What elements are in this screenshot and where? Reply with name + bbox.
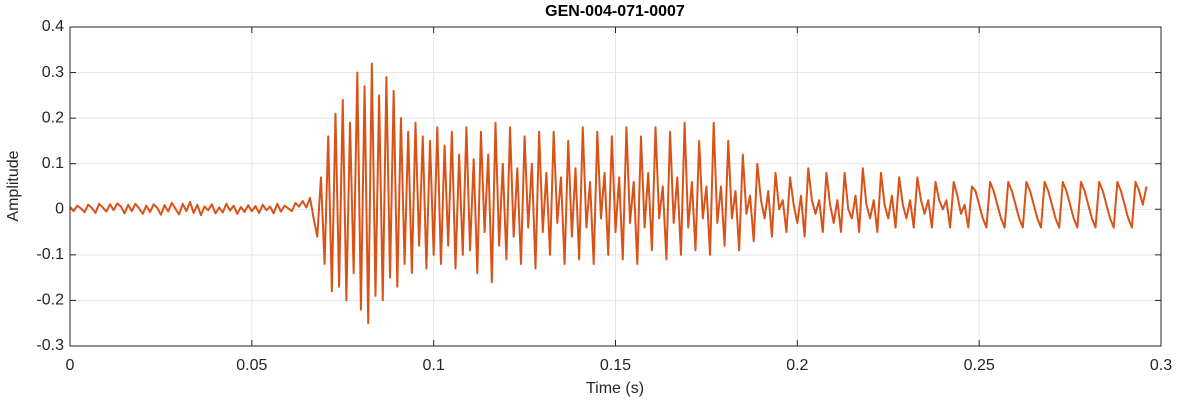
y-tick-label: -0.3 [36, 337, 64, 354]
y-tick-label: 0.4 [42, 18, 64, 35]
axes-box [69, 26, 1162, 347]
y-tick-label: -0.1 [36, 246, 64, 263]
y-tick-label: 0 [55, 201, 64, 218]
x-tick-label: 0.15 [600, 357, 631, 374]
x-tick-label: 0.25 [964, 357, 995, 374]
y-tick-label: 0.3 [42, 64, 64, 81]
x-tick-label: 0.3 [1150, 357, 1172, 374]
y-tick-label: 0.1 [42, 155, 64, 172]
y-tick-label: 0.2 [42, 109, 64, 126]
y-tick-label: -0.2 [36, 292, 64, 309]
chart-title: GEN-004-071-0007 [545, 3, 685, 20]
x-tick-label: 0 [66, 357, 75, 374]
x-tick-label: 0.05 [236, 357, 267, 374]
data-line [69, 62, 1148, 325]
y-axis-label: Amplitude [5, 150, 22, 221]
x-tick-label: 0.1 [423, 357, 445, 374]
x-axis-label: Time (s) [586, 380, 644, 397]
x-tick-label: 0.2 [786, 357, 808, 374]
